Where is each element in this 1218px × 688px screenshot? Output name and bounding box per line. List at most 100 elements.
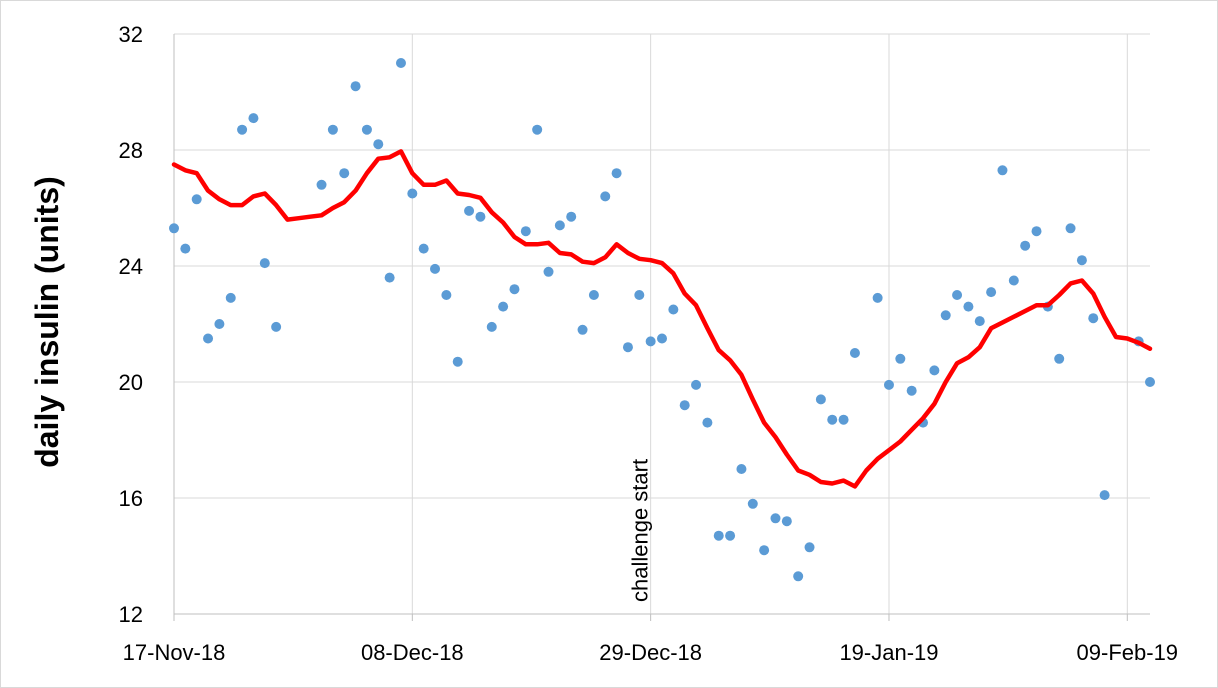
data-point bbox=[849, 348, 860, 358]
data-point bbox=[452, 356, 463, 367]
data-point bbox=[838, 414, 849, 425]
data-point bbox=[815, 394, 826, 405]
data-point bbox=[316, 179, 327, 190]
data-point bbox=[679, 400, 690, 411]
data-point bbox=[1065, 223, 1076, 234]
data-point bbox=[986, 287, 997, 298]
data-point bbox=[441, 290, 452, 300]
y-tick-labels: 12 16 20 24 28 32 bbox=[119, 22, 143, 627]
data-point bbox=[339, 168, 350, 179]
y-axis-label: daily insulin (units) bbox=[29, 176, 65, 468]
data-point bbox=[895, 353, 906, 364]
data-point bbox=[327, 124, 338, 135]
data-point bbox=[237, 124, 248, 135]
data-point bbox=[691, 379, 702, 390]
data-point bbox=[225, 292, 236, 303]
data-point bbox=[883, 379, 894, 390]
data-point bbox=[191, 194, 202, 205]
data-point bbox=[1099, 490, 1110, 501]
data-point bbox=[271, 321, 282, 332]
data-point bbox=[929, 365, 940, 376]
x-tick-labels: 17-Nov-18 08-Dec-18 29-Dec-18 19-Jan-19 09-F… bbox=[123, 640, 1178, 665]
data-point bbox=[486, 321, 497, 332]
data-point bbox=[713, 530, 724, 541]
data-point bbox=[588, 290, 599, 300]
annotations: challenge start bbox=[628, 459, 653, 602]
data-point bbox=[1054, 353, 1065, 364]
data-point bbox=[657, 333, 667, 344]
y-tick-label: 20 bbox=[119, 370, 143, 395]
moving-average-line bbox=[171, 149, 1153, 489]
data-point bbox=[759, 545, 770, 556]
x-tick-label: 08-Dec-18 bbox=[361, 640, 464, 665]
data-point bbox=[940, 310, 951, 321]
data-point bbox=[634, 290, 645, 300]
data-point bbox=[430, 263, 441, 274]
x-tick-label: 09-Feb-19 bbox=[1077, 640, 1179, 665]
data-point bbox=[1088, 313, 1099, 324]
data-point bbox=[770, 513, 781, 524]
data-point bbox=[997, 165, 1008, 176]
x-tick-label: 19-Jan-19 bbox=[839, 640, 938, 665]
data-point bbox=[827, 414, 838, 425]
data-point bbox=[963, 301, 974, 312]
data-point bbox=[407, 188, 418, 199]
data-point bbox=[384, 272, 395, 283]
data-point bbox=[248, 113, 259, 124]
data-point bbox=[952, 290, 963, 300]
data-point bbox=[1008, 275, 1019, 286]
data-point bbox=[577, 324, 588, 335]
data-point bbox=[725, 530, 736, 541]
data-point bbox=[532, 124, 543, 135]
data-point bbox=[906, 385, 917, 396]
data-point bbox=[475, 211, 486, 222]
data-point bbox=[668, 304, 679, 315]
data-point bbox=[373, 139, 384, 150]
data-point bbox=[520, 226, 531, 237]
data-point bbox=[543, 266, 554, 277]
data-point bbox=[1145, 377, 1155, 387]
data-point bbox=[600, 191, 611, 202]
data-point bbox=[702, 417, 713, 428]
scatter-points bbox=[169, 58, 1155, 582]
data-point bbox=[395, 58, 406, 68]
data-point bbox=[566, 211, 577, 222]
data-point bbox=[180, 243, 191, 254]
x-tick-label: 17-Nov-18 bbox=[123, 640, 226, 665]
data-point bbox=[872, 292, 883, 303]
data-point bbox=[781, 516, 792, 527]
data-point bbox=[214, 319, 225, 329]
data-point bbox=[169, 223, 179, 234]
data-point bbox=[804, 542, 815, 553]
data-point bbox=[498, 301, 509, 312]
data-point bbox=[747, 498, 758, 509]
data-point bbox=[418, 243, 429, 254]
axes bbox=[173, 34, 1150, 621]
data-point bbox=[736, 464, 747, 474]
data-point bbox=[645, 336, 656, 347]
data-point bbox=[509, 284, 520, 295]
y-tick-label: 28 bbox=[119, 138, 143, 163]
y-tick-label: 16 bbox=[119, 486, 143, 511]
annotation-challenge-start: challenge start bbox=[628, 459, 653, 602]
data-point bbox=[361, 124, 372, 135]
data-point bbox=[554, 220, 565, 231]
series-lines bbox=[171, 149, 1153, 489]
data-point bbox=[350, 81, 361, 92]
y-tick-label: 24 bbox=[119, 254, 143, 279]
data-point bbox=[611, 168, 622, 179]
data-point bbox=[259, 258, 270, 269]
y-tick-label: 32 bbox=[119, 22, 143, 47]
y-tick-label: 12 bbox=[119, 602, 143, 627]
data-point bbox=[1031, 226, 1042, 237]
data-point bbox=[974, 316, 985, 327]
data-point bbox=[203, 333, 214, 344]
data-point bbox=[1020, 240, 1031, 251]
data-point bbox=[622, 342, 633, 353]
data-point bbox=[1076, 255, 1087, 266]
x-tick-label: 29-Dec-18 bbox=[599, 640, 702, 665]
data-point bbox=[793, 571, 804, 582]
data-point bbox=[464, 205, 475, 216]
